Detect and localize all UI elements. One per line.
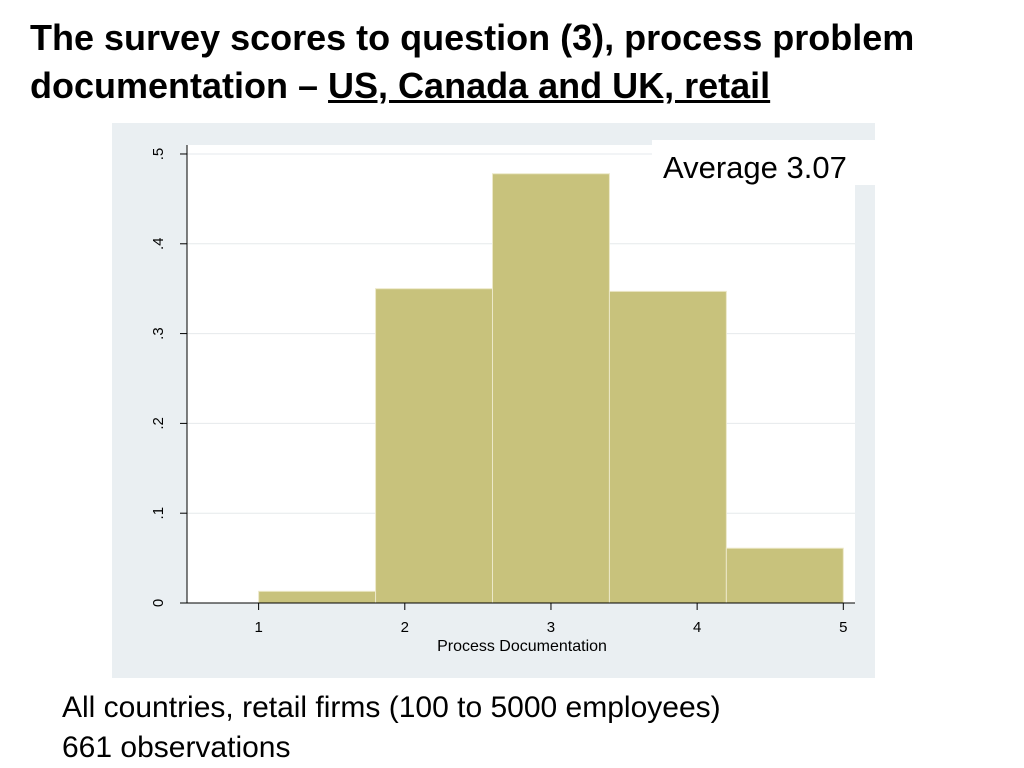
notes: All countries, retail firms (100 to 5000… — [62, 688, 721, 768]
note: All countries, retail firms (100 to 5000… — [62, 691, 721, 724]
annotation-box — [652, 140, 875, 185]
x-tick-label: 5 — [839, 619, 847, 636]
bar — [258, 590, 377, 604]
x-axis-label: Process Documentation — [437, 638, 607, 655]
y-tick-label: .3 — [150, 327, 167, 340]
y-tick-label: .4 — [150, 238, 167, 251]
x-tick-label: 2 — [401, 619, 409, 636]
x-tick-label: 4 — [693, 619, 701, 636]
bar — [608, 290, 727, 604]
y-tick-label: .5 — [150, 148, 167, 161]
bar — [491, 173, 610, 604]
x-tick-label: 1 — [254, 619, 262, 636]
bar — [725, 547, 844, 604]
note: 661 observations — [62, 731, 291, 764]
title: The survey scores to question (3), proce… — [30, 14, 1020, 110]
y-tick-label: 0 — [150, 599, 167, 607]
title-text: The survey scores to question (3), proce… — [30, 17, 915, 106]
x-tick-label: 3 — [547, 619, 555, 636]
chart: 0 .1 .2 .3 .4 .5 1 2 3 4 5 Process Documentation Ave… — [112, 123, 875, 678]
annotation: Average 3.07 — [663, 150, 847, 185]
y-tick-label: .1 — [150, 507, 167, 520]
y-tick-label: .2 — [150, 417, 167, 430]
bar — [375, 288, 493, 604]
title-highlight: US, Canada and UK, retail — [328, 65, 771, 106]
